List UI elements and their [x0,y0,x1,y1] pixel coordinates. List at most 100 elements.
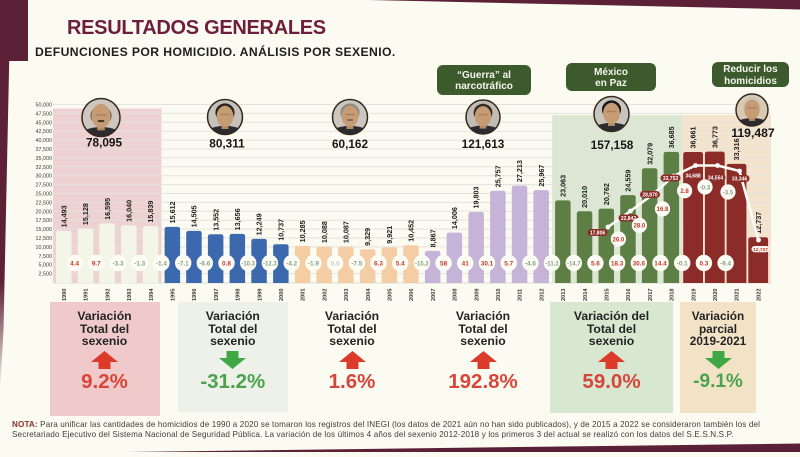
svg-text:22,842: 22,842 [621,216,637,222]
svg-text:4.4: 4.4 [70,260,79,267]
svg-text:Reducir los: Reducir los [723,64,778,75]
svg-text:1992: 1992 [105,289,111,301]
svg-text:25,757: 25,757 [493,165,502,187]
svg-text:2015: 2015 [605,289,611,301]
svg-text:-1.4: -1.4 [156,260,167,267]
svg-text:9.7: 9.7 [92,260,101,267]
svg-text:25,000: 25,000 [36,192,53,198]
svg-text:-11.2: -11.2 [545,261,559,267]
svg-text:México: México [594,67,628,78]
svg-text:36,773: 36,773 [710,126,719,148]
svg-text:78,095: 78,095 [86,136,123,150]
svg-text:10,000: 10,000 [36,245,53,251]
svg-text:2007: 2007 [431,289,437,301]
svg-text:2018: 2018 [670,289,676,301]
svg-text:34,554: 34,554 [708,175,724,181]
svg-text:30.1: 30.1 [481,260,494,267]
svg-text:0.8: 0.8 [222,260,231,267]
svg-text:2016: 2016 [626,289,632,301]
svg-text:32,079: 32,079 [645,143,654,165]
svg-text:2014: 2014 [583,288,589,301]
svg-text:1999: 1999 [257,289,263,301]
svg-text:2013: 2013 [561,289,567,301]
svg-text:2012: 2012 [539,289,545,301]
svg-text:20,010: 20,010 [580,186,589,208]
svg-text:30.6: 30.6 [633,260,646,267]
svg-text:16.8: 16.8 [657,206,669,213]
svg-text:2006: 2006 [409,289,415,301]
svg-text:2004: 2004 [366,288,372,301]
svg-text:2,500: 2,500 [39,272,53,278]
svg-text:-1.3: -1.3 [134,260,145,267]
svg-text:40,000: 40,000 [36,138,53,144]
svg-text:narcotráfico: narcotráfico [455,81,513,92]
svg-text:-6.6: -6.6 [199,260,210,267]
svg-text:2000: 2000 [279,289,285,301]
svg-text:30,000: 30,000 [36,174,53,180]
svg-text:58: 58 [440,260,448,267]
svg-text:28,870: 28,870 [642,192,658,198]
svg-text:15,839: 15,839 [146,201,155,223]
svg-text:-4.6: -4.6 [525,260,536,267]
svg-text:12,737: 12,737 [754,212,763,234]
svg-text:1995: 1995 [171,289,177,301]
svg-text:2011: 2011 [518,289,524,301]
svg-text:60,162: 60,162 [332,137,369,151]
svg-text:15,000: 15,000 [36,227,53,233]
svg-text:80,311: 80,311 [209,137,245,151]
svg-text:-1.9: -1.9 [308,260,319,267]
svg-text:2001: 2001 [301,289,307,301]
svg-text:47,500: 47,500 [36,111,53,117]
svg-text:2005: 2005 [388,289,394,301]
svg-text:1996: 1996 [192,289,198,301]
svg-text:119,487: 119,487 [731,126,775,140]
svg-text:8,867: 8,867 [428,229,437,247]
svg-text:18.3: 18.3 [611,260,624,267]
svg-text:16,040: 16,040 [125,200,134,222]
svg-text:10,087: 10,087 [342,221,351,243]
svg-text:10,452: 10,452 [407,220,416,242]
svg-text:10,285: 10,285 [298,220,307,242]
svg-text:28.0: 28.0 [633,223,645,230]
svg-text:2021: 2021 [735,289,741,301]
svg-text:homicidios: homicidios [724,76,777,87]
svg-text:12,737: 12,737 [753,247,768,253]
svg-text:0.3: 0.3 [699,260,708,267]
svg-text:-0.1: -0.1 [677,260,688,267]
svg-text:34,688: 34,688 [685,173,701,179]
svg-text:27,213: 27,213 [515,160,524,182]
svg-text:26.0: 26.0 [612,236,624,243]
svg-text:20,000: 20,000 [36,209,53,215]
svg-text:37,500: 37,500 [36,147,53,153]
svg-text:-9.4: -9.4 [720,260,731,267]
svg-text:en Paz: en Paz [595,78,627,89]
svg-text:-7.5: -7.5 [351,260,362,267]
svg-text:24,559: 24,559 [624,170,633,192]
svg-text:1993: 1993 [127,289,133,301]
svg-text:2019: 2019 [691,289,697,301]
svg-text:35,000: 35,000 [36,156,53,162]
svg-text:0.0: 0.0 [331,260,340,267]
svg-text:33,753: 33,753 [663,176,679,182]
svg-text:2003: 2003 [344,289,350,301]
svg-text:-7.1: -7.1 [178,260,189,267]
svg-text:-3.5: -3.5 [723,189,734,196]
svg-text:2010: 2010 [496,289,502,301]
svg-text:7,500: 7,500 [39,254,53,260]
svg-text:13,656: 13,656 [233,208,242,230]
svg-text:27,500: 27,500 [36,183,53,189]
svg-text:15,612: 15,612 [168,201,177,223]
svg-text:2.8: 2.8 [680,188,689,195]
svg-text:1990: 1990 [62,289,68,301]
svg-text:13,552: 13,552 [211,209,220,231]
svg-text:2009: 2009 [474,289,480,301]
svg-text:2017: 2017 [648,289,654,301]
svg-text:1991: 1991 [84,289,90,301]
svg-text:14.4: 14.4 [654,260,667,267]
svg-text:-4.2: -4.2 [286,260,297,267]
svg-text:2020: 2020 [713,289,719,301]
svg-text:42,500: 42,500 [36,129,53,135]
svg-text:5.7: 5.7 [504,260,513,267]
svg-text:1997: 1997 [214,289,220,301]
svg-text:25,967: 25,967 [537,165,546,187]
